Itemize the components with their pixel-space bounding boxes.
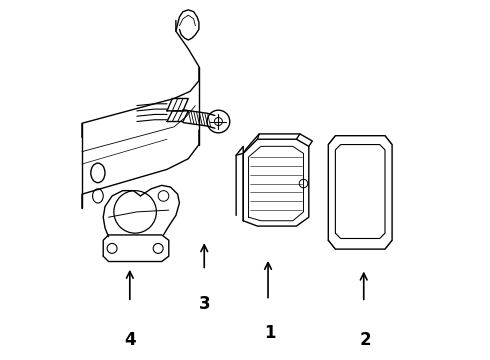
Text: 4: 4 xyxy=(124,330,136,348)
Text: 3: 3 xyxy=(198,295,210,313)
Text: 1: 1 xyxy=(264,324,275,342)
Text: 2: 2 xyxy=(360,330,371,348)
Circle shape xyxy=(207,110,230,133)
